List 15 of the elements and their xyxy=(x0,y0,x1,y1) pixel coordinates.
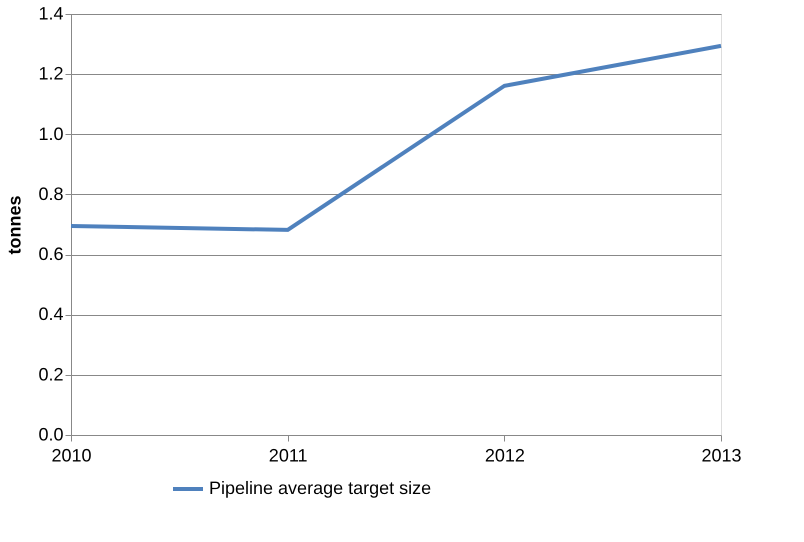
y-tick-label: 1.4 xyxy=(38,4,64,24)
y-tick-label: 0.8 xyxy=(38,184,64,204)
x-tick-label: 2013 xyxy=(701,446,742,466)
y-tick-label: 1.2 xyxy=(38,64,64,84)
x-tick-label: 2011 xyxy=(268,446,308,466)
legend-label: Pipeline average target size xyxy=(209,478,432,498)
y-tick-label: 0.4 xyxy=(38,304,64,324)
y-axis-title: tonnes xyxy=(4,195,24,255)
y-tick-label: 1.0 xyxy=(38,124,64,144)
y-tick-label: 0.2 xyxy=(38,364,64,384)
y-tick-label: 0.6 xyxy=(38,244,64,264)
line-series xyxy=(69,44,723,232)
x-tick-label: 2010 xyxy=(51,446,92,466)
x-tick-label: 2012 xyxy=(484,446,525,466)
y-tick-label: 0.0 xyxy=(38,424,64,444)
